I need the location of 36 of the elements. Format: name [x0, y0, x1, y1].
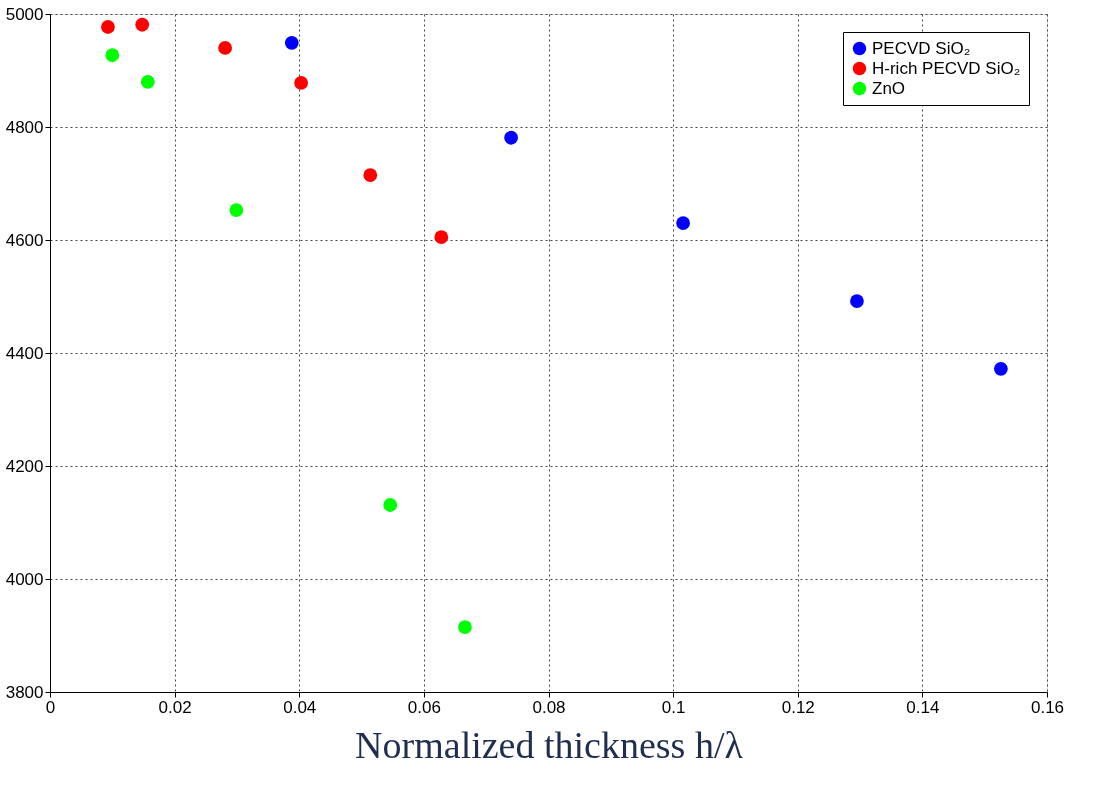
x-tick-label: 0.14	[906, 697, 940, 717]
point	[850, 294, 864, 308]
y-tick-label: 4400	[5, 343, 44, 363]
point	[218, 41, 232, 55]
point	[458, 620, 472, 634]
point	[504, 130, 518, 145]
point	[284, 35, 299, 50]
point	[229, 203, 244, 217]
point	[676, 216, 690, 230]
point	[994, 361, 1008, 376]
point	[101, 20, 115, 34]
x-tick-label: 0.06	[407, 697, 441, 717]
point	[135, 17, 150, 32]
legend-label: PECVD SiO₂	[872, 38, 971, 58]
x-tick-label: 0.08	[532, 697, 566, 717]
y-tick-label: 5000	[5, 4, 44, 24]
y-tick-label: 4600	[5, 230, 44, 250]
point	[434, 230, 449, 245]
legend-label: ZnO	[872, 78, 906, 98]
legend-label: H-rich PECVD SiO₂	[872, 58, 1021, 78]
point	[383, 498, 398, 512]
y-tick-label: 4200	[5, 456, 44, 476]
y-tick-label: 3800	[5, 682, 44, 702]
x-tick-label: 0.1	[661, 697, 686, 717]
point	[294, 76, 309, 90]
point	[105, 48, 120, 63]
x-axis-title: Normalized thickness h/λ	[355, 723, 744, 766]
x-tick-label: 0.02	[158, 697, 192, 717]
point	[140, 74, 155, 89]
x-tick-label: 0.04	[283, 697, 317, 717]
x-tick-label: 0	[45, 697, 56, 717]
y-tick-label: 4800	[5, 117, 44, 137]
x-tick-label: 0.16	[1030, 697, 1065, 717]
point	[363, 168, 378, 182]
y-tick-label: 4000	[5, 569, 44, 589]
x-tick-label: 0.12	[781, 697, 815, 717]
